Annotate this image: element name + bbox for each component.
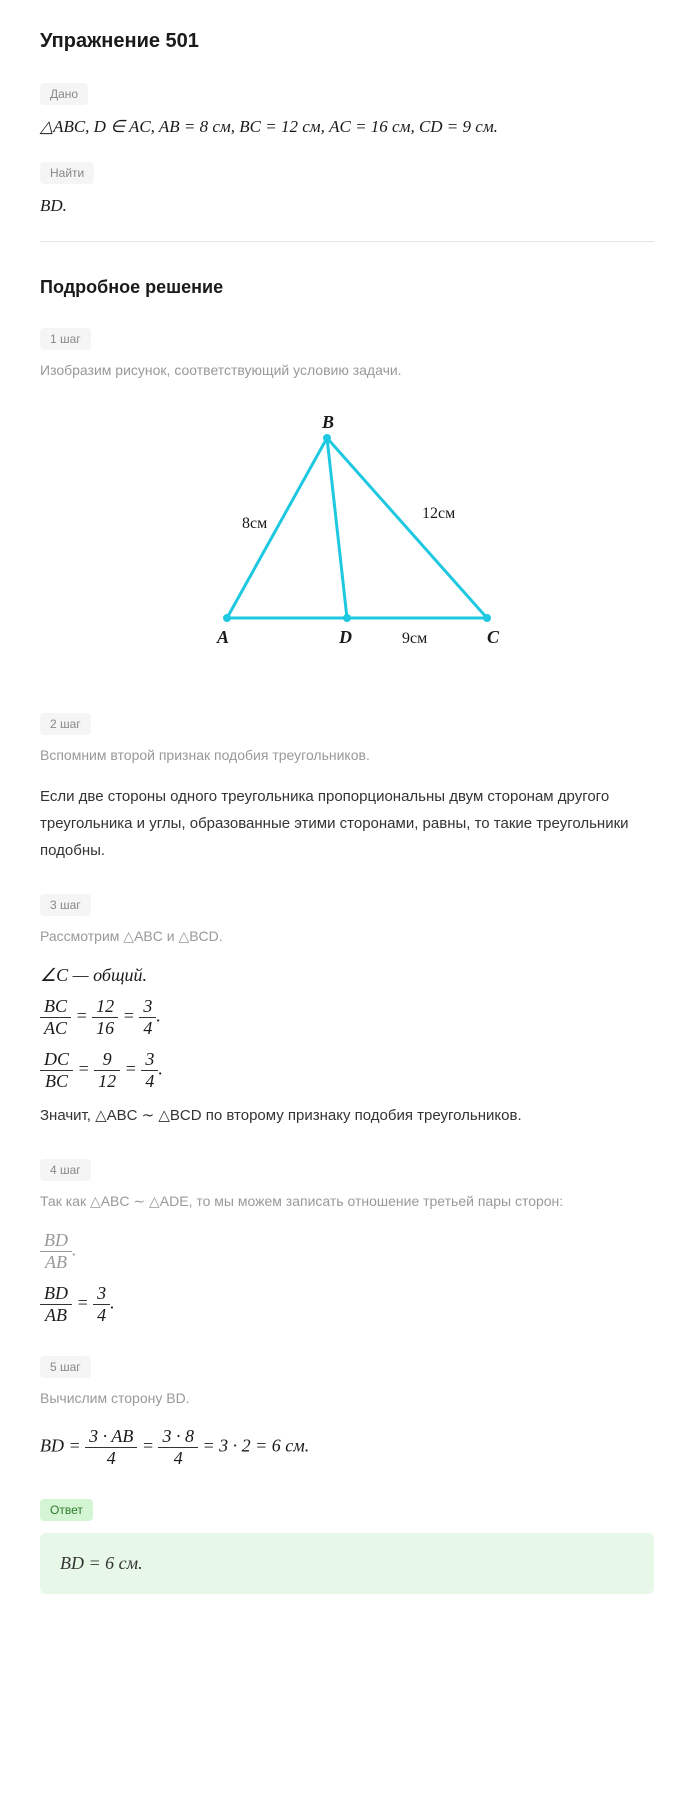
label-dc-length: 9см — [402, 630, 427, 647]
label-d: D — [338, 627, 352, 647]
divider — [40, 241, 654, 242]
line-bc — [327, 438, 487, 618]
point-a — [223, 614, 231, 622]
point-c — [483, 614, 491, 622]
step-label: 3 шаг — [40, 894, 91, 916]
step-4: 4 шаг Так как △ABC ∼ △ADE, то мы можем з… — [40, 1159, 654, 1326]
step-conclusion: Значит, △ABC ∼ △BCD по второму признаку … — [40, 1102, 654, 1129]
fraction-bd-ab-grey: BDAB. — [40, 1230, 654, 1273]
step-2: 2 шаг Вспомним второй признак подобия тр… — [40, 713, 654, 864]
given-section: Дано △ABC, D ∈ AC, AB = 8 см, BC = 12 см… — [40, 83, 654, 137]
fraction-dc-bc: DCBC = 912 = 34. — [40, 1049, 654, 1092]
step-1: 1 шаг Изобразим рисунок, соответствующий… — [40, 328, 654, 663]
step-description: Вычислим сторону BD. — [40, 1390, 654, 1406]
step-label: 1 шаг — [40, 328, 91, 350]
label-ab-length: 8см — [242, 515, 267, 532]
point-b — [323, 434, 331, 442]
find-text: BD. — [40, 196, 654, 216]
answer-label: Ответ — [40, 1499, 93, 1521]
find-label: Найти — [40, 162, 94, 184]
answer-section: Ответ BD = 6 см. — [40, 1499, 654, 1594]
label-a: A — [216, 627, 229, 647]
step-3: 3 шаг Рассмотрим △ABC и △BCD. ∠C — общий… — [40, 894, 654, 1129]
fraction-bc-ac: BCAC = 1216 = 34. — [40, 996, 654, 1039]
triangle-figure: A B C D 8см 12см 9см — [40, 398, 654, 663]
step-body: Если две стороны одного треугольника про… — [40, 783, 654, 864]
given-label: Дано — [40, 83, 88, 105]
label-b: B — [321, 412, 334, 432]
label-bc-length: 12см — [422, 505, 455, 522]
line-bd — [327, 438, 347, 618]
solution-heading: Подробное решение — [40, 277, 654, 298]
bd-calculation: BD = 3 · AB4 = 3 · 84 = 3 · 2 = 6 см. — [40, 1426, 654, 1469]
exercise-title: Упражнение 501 — [40, 30, 654, 53]
answer-box: BD = 6 см. — [40, 1533, 654, 1594]
triangle-svg: A B C D 8см 12см 9см — [167, 398, 527, 658]
step-label: 2 шаг — [40, 713, 91, 735]
step-5: 5 шаг Вычислим сторону BD. BD = 3 · AB4 … — [40, 1356, 654, 1469]
label-c: C — [487, 627, 500, 647]
step-description: Изобразим рисунок, соответствующий услов… — [40, 362, 654, 378]
angle-common: ∠C — общий. — [40, 965, 654, 986]
given-text: △ABC, D ∈ AC, AB = 8 см, BC = 12 см, AC … — [40, 117, 654, 137]
step-label: 5 шаг — [40, 1356, 91, 1378]
step-description: Вспомним второй признак подобия треуголь… — [40, 747, 654, 763]
find-section: Найти BD. — [40, 162, 654, 216]
point-d — [343, 614, 351, 622]
step-label: 4 шаг — [40, 1159, 91, 1181]
step-description: Так как △ABC ∼ △ADE, то мы можем записат… — [40, 1193, 654, 1210]
step-description: Рассмотрим △ABC и △BCD. — [40, 928, 654, 945]
fraction-bd-ab: BDAB = 34. — [40, 1283, 654, 1326]
